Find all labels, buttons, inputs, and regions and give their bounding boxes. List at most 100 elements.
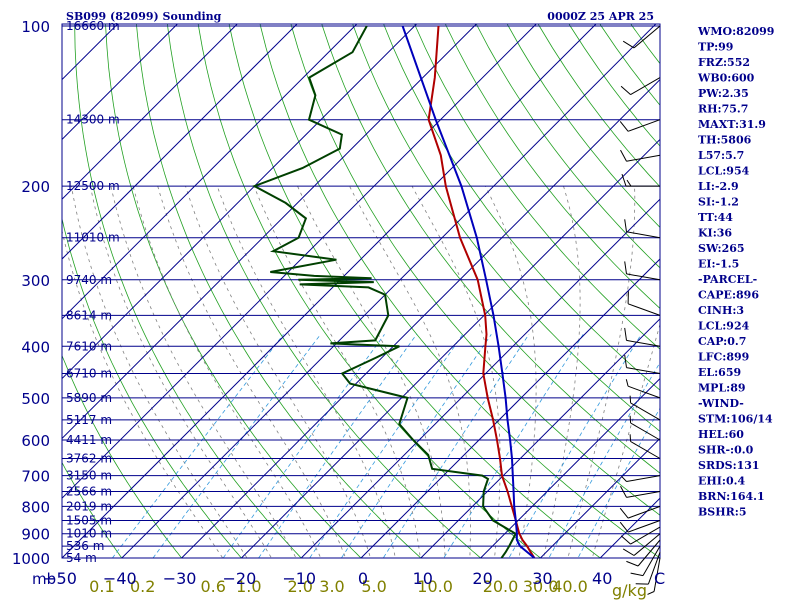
mixing-ratio-line xyxy=(548,361,660,558)
pressure-tick-label: 800 xyxy=(21,498,50,516)
temperature-tick-label: −30 xyxy=(163,569,197,588)
wind-barb xyxy=(624,219,661,239)
stability-index: L57:5.7 xyxy=(698,149,744,162)
axis-labels: 0.1 0.2 0.6 1.0 2.0 3.0 5.0 10.0 20.0 30.040.0 166… xyxy=(12,18,613,596)
stability-index: FRZ:552 xyxy=(698,56,750,69)
stability-index: LFC:899 xyxy=(698,351,749,364)
mixing-ratio-tick-label: 3.0 xyxy=(319,577,344,596)
height-label: 14300 m xyxy=(66,113,120,127)
stability-index: MPL:89 xyxy=(698,382,746,395)
pressure-tick-label: 200 xyxy=(21,178,50,196)
wind-barb xyxy=(624,261,661,281)
wind-barb xyxy=(619,505,661,519)
mixing-ratio-tick-label: 2.0 xyxy=(287,577,312,596)
mixing-ratio-tick-label: 20.0 xyxy=(483,577,519,596)
mixing-ratio-tick-label: 0.1 xyxy=(89,577,114,596)
height-label: 5890 m xyxy=(66,391,112,405)
pressure-tick-label: 1000 xyxy=(12,550,50,568)
stability-index: EL:659 xyxy=(698,366,741,379)
stability-indices-panel: WMO:82099 TP:99 FRZ:552 WB0:600 PW:2.35 RH:75… xyxy=(697,25,774,519)
stability-index: EHI:0.4 xyxy=(698,475,745,488)
stability-index: BSHR:5 xyxy=(698,506,747,519)
dry-adiabat xyxy=(228,24,601,558)
wind-barb xyxy=(635,552,661,585)
height-label: 16660 m xyxy=(66,19,120,33)
wind-barb xyxy=(620,77,661,96)
moist-adiabat xyxy=(132,185,322,558)
temperature-tick-label: 20 xyxy=(472,569,492,588)
stability-index: RH:75.7 xyxy=(698,103,748,116)
height-label: 12500 m xyxy=(66,179,120,193)
wind-barb xyxy=(629,434,661,459)
mixing-ratio-tick-label: 0.6 xyxy=(200,577,225,596)
height-label: 1505 m xyxy=(66,514,112,528)
moist-adiabats xyxy=(62,185,660,558)
dry-adiabats xyxy=(62,2,800,570)
isotherms xyxy=(62,24,660,558)
isotherm-line xyxy=(539,437,660,558)
chart-title: SB099 (82099) Sounding xyxy=(66,10,222,23)
dry-adiabat xyxy=(136,24,422,558)
moist-adiabat xyxy=(349,185,471,558)
dry-adiabat xyxy=(62,461,123,558)
wind-barb xyxy=(624,327,661,347)
height-label: 11010 m xyxy=(66,231,120,245)
height-label: 9740 m xyxy=(66,273,112,287)
wind-barb xyxy=(620,149,661,162)
stability-index: BRN:164.1 xyxy=(698,490,765,503)
stability-index: LI:-2.9 xyxy=(698,180,739,193)
isotherm-line xyxy=(62,24,537,499)
mixing-ratio-line xyxy=(309,334,464,558)
dry-adiabat xyxy=(796,2,800,570)
dry-adiabat xyxy=(766,2,800,570)
dry-adiabat xyxy=(599,24,660,106)
wind-barb xyxy=(629,415,661,441)
height-label: 536 m xyxy=(66,539,104,553)
isotherm-line xyxy=(62,24,298,260)
mixing-ratio-tick-label: 10.0 xyxy=(417,577,453,596)
mixing-ratio-unit-label: g/kg xyxy=(612,581,647,600)
mixing-ratio-lines xyxy=(111,334,660,558)
stability-index: PW:2.35 xyxy=(698,87,749,100)
temperature-unit-label: C xyxy=(654,569,665,588)
isotherm-line xyxy=(62,24,179,141)
wind-barb xyxy=(629,395,661,421)
stability-index: TH:5806 xyxy=(698,134,752,147)
isotherm-line xyxy=(62,24,358,320)
mixing-ratio-tick-label: 30.0 xyxy=(523,577,559,596)
isotherm-line xyxy=(62,24,238,200)
wind-barb xyxy=(619,520,661,533)
height-label: 7610 m xyxy=(66,339,112,353)
stability-index: MAXT:31.9 xyxy=(698,118,766,131)
stability-index: SRDS:131 xyxy=(698,459,760,472)
mixing-ratio-line xyxy=(577,407,660,558)
stability-index: -PARCEL- xyxy=(698,273,757,286)
stability-index: WMO:82099 xyxy=(697,25,774,38)
stability-index: SI:-1.2 xyxy=(698,196,739,209)
stability-index: HEL:60 xyxy=(698,428,744,441)
moist-adiabat xyxy=(297,185,446,558)
plot-frame xyxy=(61,23,661,559)
stability-index: STM:106/14 xyxy=(698,413,773,426)
isotherm-line xyxy=(62,24,478,440)
wind-barb xyxy=(620,526,661,545)
isotherm-line xyxy=(599,497,660,558)
pressure-tick-label: 700 xyxy=(21,468,50,486)
pressure-tick-label: 500 xyxy=(21,390,50,408)
parcel-profile xyxy=(401,25,536,558)
temperature-tick-label: 0 xyxy=(358,569,368,588)
stability-index: TT:44 xyxy=(698,211,733,224)
temperature-tick-label: 10 xyxy=(413,569,433,588)
mixing-ratio-tick-label: 40.0 xyxy=(552,577,588,596)
wind-barb xyxy=(647,557,661,595)
moist-adiabat xyxy=(411,185,501,558)
temperature-tick-label: 40 xyxy=(592,569,612,588)
dry-adiabat xyxy=(537,24,660,188)
mixing-ratio-line xyxy=(152,334,321,558)
isotherm-line xyxy=(360,258,660,558)
moist-adiabat xyxy=(484,185,537,558)
isotherm-line xyxy=(300,198,660,558)
pressure-unit-label: mb xyxy=(32,570,56,588)
isotherm-line xyxy=(62,24,418,380)
moist-adiabat xyxy=(216,185,396,558)
